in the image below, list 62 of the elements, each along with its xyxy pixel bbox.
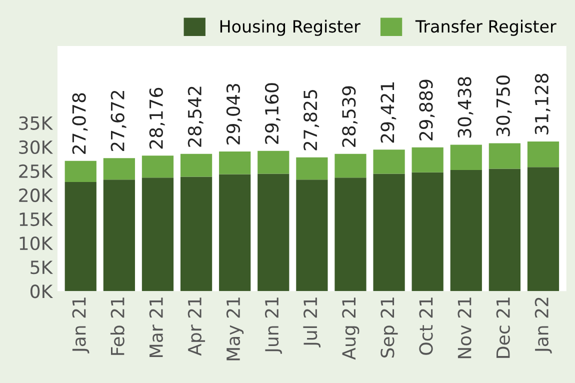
bar: [296, 157, 328, 180]
y-tick-label: 5K: [30, 260, 54, 274]
bar: [180, 154, 212, 177]
bar: [373, 150, 405, 174]
bar: [103, 180, 135, 292]
bar: [527, 167, 560, 292]
total-label: 29,889: [419, 80, 435, 140]
total-label: 27,672: [110, 90, 126, 151]
y-tick-label: 20K: [19, 188, 54, 202]
y-tick-label: 15K: [20, 212, 54, 226]
bar: [103, 158, 135, 180]
bar: [450, 144, 482, 170]
bar: [258, 174, 290, 292]
total-label: 29,421: [380, 82, 396, 143]
x-tick-label: Oct 21: [419, 298, 433, 355]
bar: [488, 168, 520, 292]
bar: [412, 172, 444, 292]
total-label: 30,750: [496, 76, 512, 136]
bar: [488, 143, 520, 169]
bar: [258, 150, 290, 174]
x-tick-label: Feb 21: [110, 298, 124, 355]
bar: [142, 178, 174, 292]
x-tick-label: Sep 21: [380, 298, 398, 358]
total-label: 28,176: [149, 88, 165, 149]
bar: [219, 174, 251, 292]
bar: [142, 156, 174, 178]
bar: [180, 176, 212, 292]
total-label: 28,539: [342, 86, 358, 147]
legend-label: Housing Register: [220, 20, 360, 36]
total-label: 29,160: [264, 83, 280, 144]
x-tick-label: Dec 21: [496, 298, 510, 358]
bar: [296, 180, 328, 292]
total-label: 29,043: [226, 84, 242, 144]
y-tick-label: 25K: [19, 164, 54, 178]
x-tick-label: May 21: [226, 298, 244, 360]
x-tick-label: Apr 21: [188, 298, 206, 356]
bar: [334, 154, 366, 178]
y-tick-label: 10K: [20, 236, 54, 250]
total-label: 28,542: [188, 86, 204, 147]
bar: [64, 160, 96, 182]
x-tick-label: Jul 21: [303, 298, 321, 348]
total-label: 30,438: [458, 77, 474, 138]
bar: [64, 182, 96, 292]
x-tick-label: Aug 21: [342, 298, 360, 360]
bar: [527, 141, 560, 168]
y-tick-label: 0K: [30, 284, 54, 298]
bar: [373, 174, 405, 292]
x-tick-label: Jan 22: [534, 298, 552, 354]
y-tick-label: 35K: [19, 116, 54, 130]
total-label: 27,825: [304, 90, 320, 150]
legend-label: Transfer Register: [415, 20, 556, 36]
x-tick-label: Jan 21: [72, 298, 90, 354]
total-label: 27,078: [72, 93, 88, 154]
y-tick-label: 30K: [19, 140, 54, 154]
x-tick-label: Jun 21: [264, 298, 282, 354]
bar: [334, 178, 366, 292]
total-label: 31,128: [534, 74, 550, 134]
bar: [412, 147, 444, 172]
x-tick-label: Nov 21: [458, 298, 472, 358]
bar: [219, 151, 251, 174]
bar: [450, 170, 482, 292]
x-tick-label: Mar 21: [149, 298, 163, 357]
